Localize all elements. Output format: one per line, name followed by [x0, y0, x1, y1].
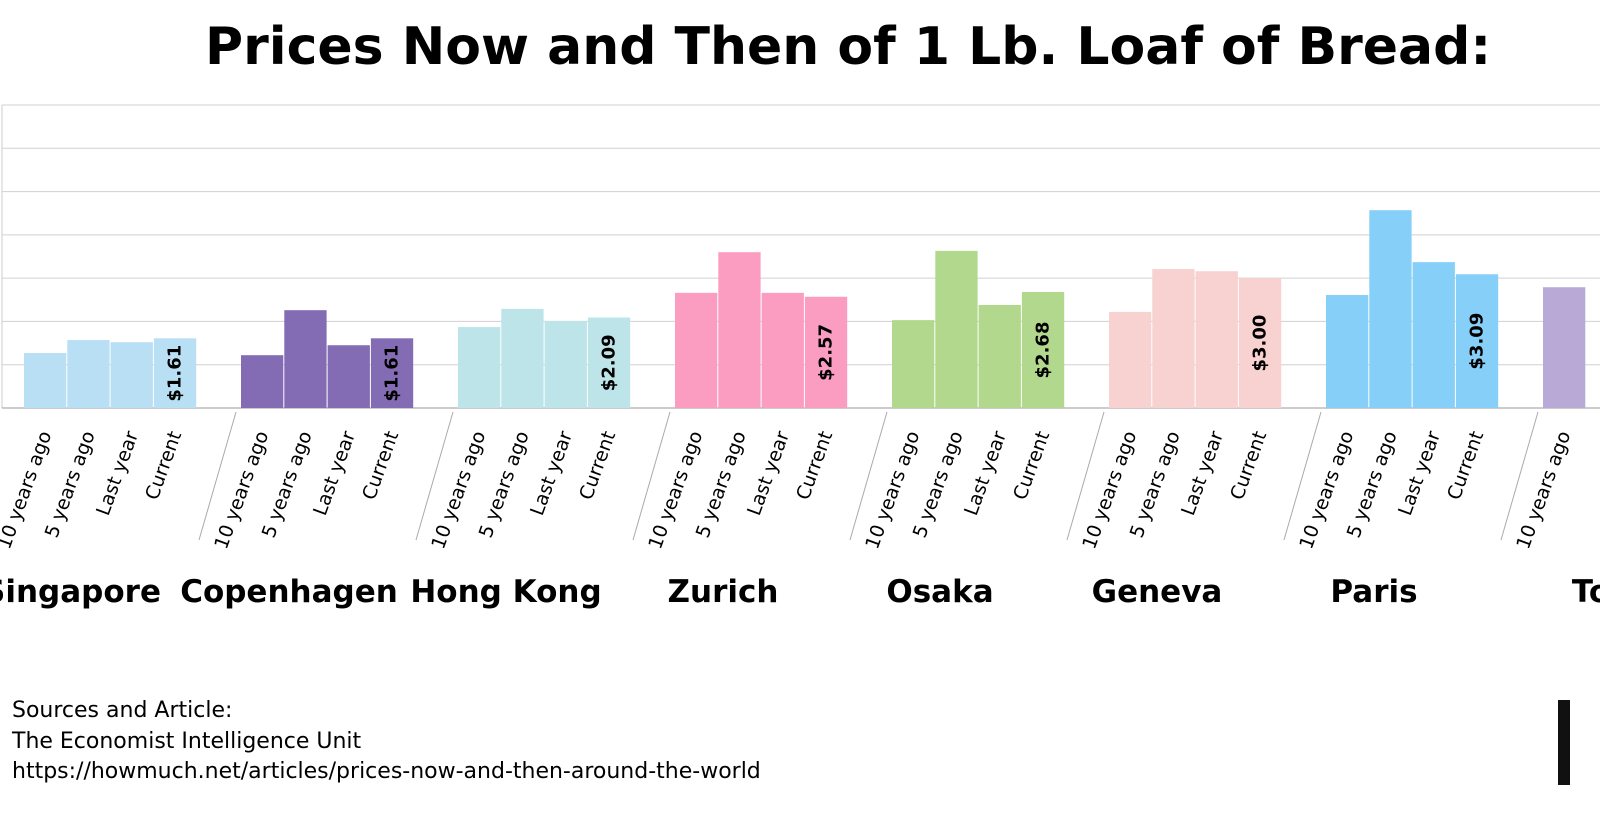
x-tick-label: Current [575, 428, 620, 503]
x-tick-label: 10 years ago [1512, 428, 1575, 552]
bar [370, 338, 414, 408]
group-separator [198, 411, 237, 541]
x-tick-label: Last year [309, 428, 360, 518]
bar [284, 310, 327, 408]
bar [718, 252, 761, 408]
x-tick-label: Current [792, 428, 837, 503]
group-separator [1500, 411, 1539, 541]
bar [1543, 287, 1586, 408]
bar [892, 320, 935, 408]
city-label: To [1572, 574, 1600, 610]
bar [327, 345, 370, 408]
bar [935, 250, 978, 408]
group-separator [632, 411, 671, 541]
x-tick-label: Current [1443, 428, 1488, 503]
city-label: Osaka [886, 574, 993, 610]
x-tick-label: Last year [92, 428, 143, 518]
bar [1326, 295, 1369, 408]
bar [675, 292, 718, 408]
x-tick-label: Current [358, 428, 403, 503]
bar [110, 342, 153, 408]
city-label: Paris [1330, 574, 1417, 610]
group-separator [1283, 411, 1322, 541]
bar [544, 320, 587, 408]
x-tick-label: Last year [526, 428, 577, 518]
value-label: $3.09 [1467, 313, 1488, 370]
x-tick-label: Last year [1177, 428, 1228, 518]
bar [761, 292, 804, 408]
source-line: The Economist Intelligence Unit [11, 729, 362, 754]
chart-title: Prices Now and Then of 1 Lb. Loaf of Bre… [205, 17, 1491, 77]
bar [1455, 274, 1499, 408]
bar [978, 304, 1021, 408]
group-separator [1066, 411, 1105, 541]
city-label: Geneva [1092, 574, 1223, 610]
bar [1369, 210, 1412, 408]
bar [804, 296, 848, 408]
group-separator [849, 411, 888, 541]
x-tick-label: Last year [743, 428, 794, 518]
x-tick-label: Current [1009, 428, 1054, 503]
bar [24, 353, 67, 408]
logo [1558, 700, 1570, 785]
bar [458, 327, 501, 408]
value-label: $2.09 [599, 334, 620, 391]
bar [1021, 291, 1065, 408]
x-tick-label: Last year [960, 428, 1011, 518]
bar [501, 308, 544, 408]
x-tick-label: Last year [1394, 428, 1445, 518]
x-tick-label: Current [1226, 428, 1271, 503]
city-label: Singapore [0, 574, 161, 610]
x-tick-label: Current [141, 428, 186, 503]
value-label: $1.61 [382, 345, 403, 402]
bar [1152, 269, 1195, 408]
bar [67, 340, 110, 408]
group-separator [415, 411, 454, 541]
value-label: $3.00 [1250, 315, 1271, 372]
bar [153, 338, 197, 408]
city-label: Zurich [668, 574, 779, 610]
bar [1412, 262, 1455, 408]
value-label: $2.68 [1033, 322, 1054, 379]
source-line: Sources and Article: [12, 698, 232, 723]
city-label: Hong Kong [410, 574, 601, 610]
bar [1109, 311, 1152, 408]
bar [1238, 278, 1282, 408]
bar [587, 317, 631, 408]
city-label: Copenhagen [180, 574, 398, 610]
value-label: $1.61 [165, 345, 186, 402]
value-label: $2.57 [816, 324, 837, 381]
bar [1195, 271, 1238, 408]
source-line: https://howmuch.net/articles/prices-now-… [12, 759, 761, 784]
bar [241, 355, 284, 408]
